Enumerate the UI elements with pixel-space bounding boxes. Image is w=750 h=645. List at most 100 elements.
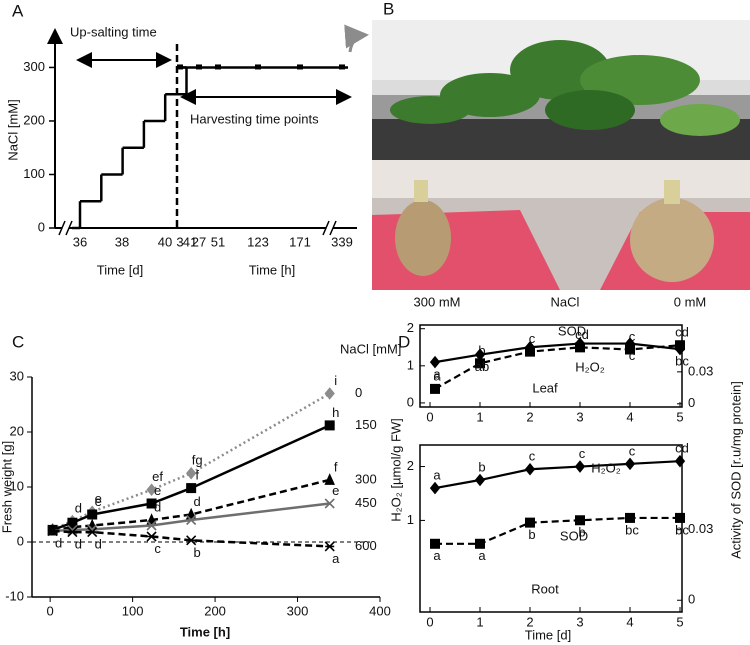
subplot-label: Leaf: [532, 380, 558, 395]
significance-letter: c: [629, 348, 636, 363]
marker: [624, 457, 636, 471]
significance-letter: c: [579, 446, 586, 461]
significance-letter: e: [95, 494, 102, 509]
significance-letter: fg: [192, 453, 203, 468]
x-axis-title: Time [h]: [180, 624, 230, 639]
y-tick-label: 20: [10, 423, 24, 438]
marker: [474, 348, 486, 361]
legend-label: 0: [355, 385, 362, 400]
y-tick-label: 200: [23, 112, 45, 127]
significance-letter: c: [629, 443, 636, 458]
significance-letter: bc: [625, 522, 639, 537]
marker: [624, 337, 636, 350]
marker: [324, 498, 335, 509]
panel-label: B: [383, 0, 394, 18]
x-tick-label: 4: [626, 409, 633, 424]
y-tick-label: 1: [407, 357, 414, 372]
significance-letter: cd: [675, 441, 689, 456]
marker: [146, 498, 157, 509]
marker: [87, 509, 98, 520]
marker: [186, 466, 197, 480]
panel-label: A: [12, 1, 24, 20]
marker: [430, 538, 440, 549]
significance-letter: f: [195, 468, 199, 483]
y2-tick-label: 0.03: [688, 363, 713, 378]
significance-letter: e: [154, 483, 161, 498]
photo-caption: 0 mM: [674, 294, 707, 309]
marker: [474, 473, 486, 487]
significance-letter: d: [75, 537, 82, 552]
significance-letter: d: [75, 501, 82, 516]
y-tick-label: 10: [10, 478, 24, 493]
y-tick-label: 300: [23, 59, 45, 74]
x-tick-label: 1: [476, 409, 483, 424]
marker: [324, 420, 335, 431]
x-tick-label: 51: [211, 234, 225, 249]
x-tick-label: 171: [289, 234, 311, 249]
significance-letter: a: [433, 368, 441, 383]
harvest-point: [297, 64, 303, 70]
significance-letter: e: [95, 491, 102, 506]
x-tick-label: 2: [526, 614, 533, 629]
marker: [674, 454, 686, 468]
x-tick-label: 36: [73, 234, 87, 249]
legend-label: 600: [355, 538, 377, 553]
y-tick-label: 0: [17, 533, 24, 548]
annotation: Up-salting time: [70, 24, 157, 39]
y-tick-label: 100: [23, 166, 45, 181]
series-line: [434, 344, 681, 390]
axis-break: [58, 220, 337, 236]
significance-letter: b: [528, 527, 535, 542]
marker: [430, 383, 440, 394]
harvest-point: [255, 64, 261, 70]
y2-axis-title: Activity of SOD [r.u/mg protein]: [728, 381, 743, 559]
marker: [429, 481, 441, 495]
legend-label: 300: [355, 471, 377, 486]
legend-label: 450: [355, 495, 377, 510]
y-tick-label: 2: [407, 320, 414, 335]
harvest-point: [339, 64, 345, 70]
x-tick-label: 2: [526, 409, 533, 424]
significance-letter: cd: [675, 325, 689, 340]
x-tick-label: 5: [676, 614, 683, 629]
x-tick-label: 400: [369, 603, 391, 618]
series-label: H₂O₂: [575, 359, 605, 374]
x-tick-label: 41: [183, 234, 197, 249]
marker: [67, 527, 78, 538]
y-axis-title: Fresh weight [g]: [0, 441, 14, 534]
significance-letter: ef: [152, 469, 163, 484]
significance-letter: d: [95, 537, 102, 552]
series-line: [52, 502, 330, 533]
series-line: [434, 460, 681, 490]
x-tick-label: 300: [287, 603, 309, 618]
series-line: [435, 516, 680, 545]
significance-letter: a: [332, 551, 340, 566]
photo-caption: 300 mM: [414, 294, 461, 309]
significance-letter: c: [629, 329, 636, 344]
harvest-point: [215, 64, 221, 70]
significance-letter: b: [578, 525, 585, 540]
significance-letter: b: [478, 343, 485, 358]
x-tick-label: 100: [122, 603, 144, 618]
x-tick-label: 0: [426, 614, 433, 629]
x-axis-title: Time [h]: [249, 262, 295, 277]
x-tick-label: 3: [576, 409, 583, 424]
series-label: H₂O₂: [591, 460, 621, 475]
x-tick-label: 3: [176, 234, 183, 249]
significance-letter: c: [529, 331, 536, 346]
x-tick-label: 339: [331, 234, 353, 249]
marker: [674, 342, 686, 356]
photo-caption: NaCl: [551, 294, 580, 309]
significance-letter: bc: [675, 522, 689, 537]
x-tick-label: 0: [47, 603, 54, 618]
significance-letter: b: [194, 545, 201, 560]
x-tick-label: 3: [576, 614, 583, 629]
significance-letter: a: [478, 548, 486, 563]
marker: [429, 355, 441, 369]
subplot-label: Root: [531, 581, 559, 596]
significance-letter: a: [433, 548, 441, 563]
panel-label: D: [398, 332, 410, 351]
marker: [87, 527, 98, 538]
marker: [525, 517, 535, 528]
x-tick-label: 1: [476, 614, 483, 629]
